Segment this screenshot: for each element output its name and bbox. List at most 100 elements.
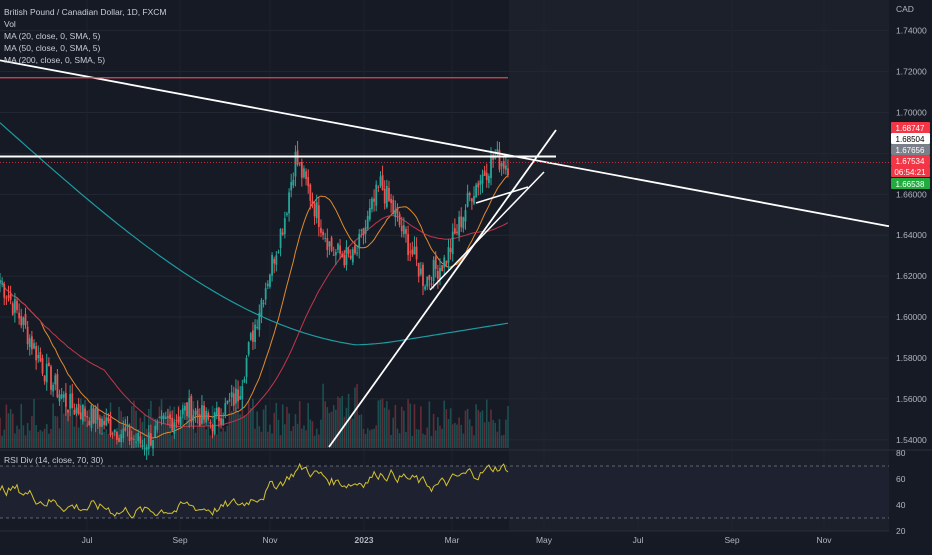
candle-body xyxy=(281,232,284,235)
volume-bar xyxy=(135,410,137,448)
candle-body xyxy=(79,412,82,420)
volume-bar xyxy=(75,411,78,448)
volume-bar xyxy=(9,409,12,448)
volume-bar xyxy=(330,411,333,448)
candle-body xyxy=(496,149,499,155)
candle-body xyxy=(20,316,23,326)
candle-body xyxy=(475,184,478,198)
candle-body xyxy=(235,388,237,404)
volume-bar xyxy=(279,435,282,448)
candle-body xyxy=(477,183,480,188)
volume-bar xyxy=(105,429,108,448)
volume-bar xyxy=(337,396,339,448)
volume-bar xyxy=(475,404,477,448)
volume-bar xyxy=(313,435,316,448)
candle-body xyxy=(194,410,197,415)
candle-body xyxy=(260,300,263,317)
candle-body xyxy=(343,255,346,266)
indicator-vol[interactable]: Vol xyxy=(4,19,16,29)
candle-body xyxy=(345,247,348,266)
indicator-ma50[interactable]: MA (50, close, 0, SMA, 5) xyxy=(4,43,101,53)
volume-bar xyxy=(311,421,314,448)
candle-body xyxy=(422,264,424,286)
candle-body xyxy=(186,402,188,417)
volume-bar xyxy=(133,400,135,448)
volume-bar xyxy=(207,408,210,448)
candle-body xyxy=(173,422,176,434)
volume-bar xyxy=(256,411,258,448)
candle-body xyxy=(500,163,503,167)
candle-body xyxy=(69,393,72,409)
symbol-title[interactable]: British Pound / Canadian Dollar, 1D, FXC… xyxy=(4,7,167,17)
candle-body xyxy=(62,394,65,398)
volume-bar xyxy=(360,414,363,448)
candle-body xyxy=(84,408,86,417)
candle-body xyxy=(41,358,44,374)
volume-bar xyxy=(209,435,212,448)
time-tick-label: 2023 xyxy=(355,535,374,545)
price-tag-box xyxy=(891,166,930,177)
volume-bar xyxy=(413,404,416,448)
volume-bar xyxy=(428,401,431,448)
volume-bar xyxy=(226,425,229,448)
volume-bar xyxy=(498,419,501,448)
candles xyxy=(0,140,509,460)
volume-bar xyxy=(296,423,299,448)
candle-body xyxy=(105,417,108,426)
volume-bar xyxy=(492,419,494,448)
indicator-ma200[interactable]: MA (200, close, 0, SMA, 5) xyxy=(4,55,106,65)
volume-bar xyxy=(273,412,275,448)
candle-body xyxy=(458,216,461,236)
volume-bar xyxy=(332,405,335,448)
trendlines[interactable] xyxy=(0,59,890,448)
candle-body xyxy=(39,352,42,362)
volume-bar xyxy=(307,403,310,448)
time-axis[interactable]: Jul Sep Nov 2023 Mar May Jul Sep Nov xyxy=(0,530,889,545)
volume-bar xyxy=(264,404,267,448)
volume-bar xyxy=(33,399,35,448)
volume-bar xyxy=(69,404,71,448)
candle-body xyxy=(175,420,178,422)
candle-body xyxy=(54,375,57,385)
candle-body xyxy=(290,182,293,191)
candle-body xyxy=(445,260,448,266)
candle-body xyxy=(481,174,484,184)
volume-bar xyxy=(65,406,67,448)
volume-bar xyxy=(288,413,290,448)
candle-body xyxy=(447,246,450,263)
volume-bar xyxy=(392,417,395,448)
candle-body xyxy=(24,313,27,326)
volume-bar xyxy=(294,414,297,448)
volume-bar xyxy=(198,422,201,448)
candle-body xyxy=(86,416,89,418)
candle-body xyxy=(226,401,229,404)
candle-body xyxy=(169,414,171,419)
time-tick-label: Jul xyxy=(82,535,93,545)
rsi-title[interactable]: RSI Div (14, close, 70, 30) xyxy=(4,455,104,465)
volume-bar xyxy=(201,411,203,448)
volume-bar xyxy=(107,434,110,448)
candle-body xyxy=(222,418,225,425)
descending-trendline xyxy=(0,59,890,228)
indicator-ma20[interactable]: MA (20, close, 0, SMA, 5) xyxy=(4,31,101,41)
candle-body xyxy=(466,192,469,207)
candle-body xyxy=(313,203,316,217)
candle-body xyxy=(375,184,378,206)
volume-bar xyxy=(485,399,488,448)
volume-bar xyxy=(77,427,80,448)
volume-bar xyxy=(275,402,278,448)
candle-body xyxy=(388,187,390,201)
candle-body xyxy=(398,213,401,226)
candle-body xyxy=(379,176,382,186)
volume-bar xyxy=(388,409,390,448)
volume-bar xyxy=(31,416,33,448)
rsi-pane: 80 60 40 20 xyxy=(0,448,906,536)
volume-bar xyxy=(309,419,312,448)
candle-body xyxy=(228,399,231,401)
volume-bar xyxy=(464,410,467,448)
volume-bar xyxy=(471,426,473,448)
volume-bar xyxy=(233,412,235,448)
candle-body xyxy=(126,424,129,427)
